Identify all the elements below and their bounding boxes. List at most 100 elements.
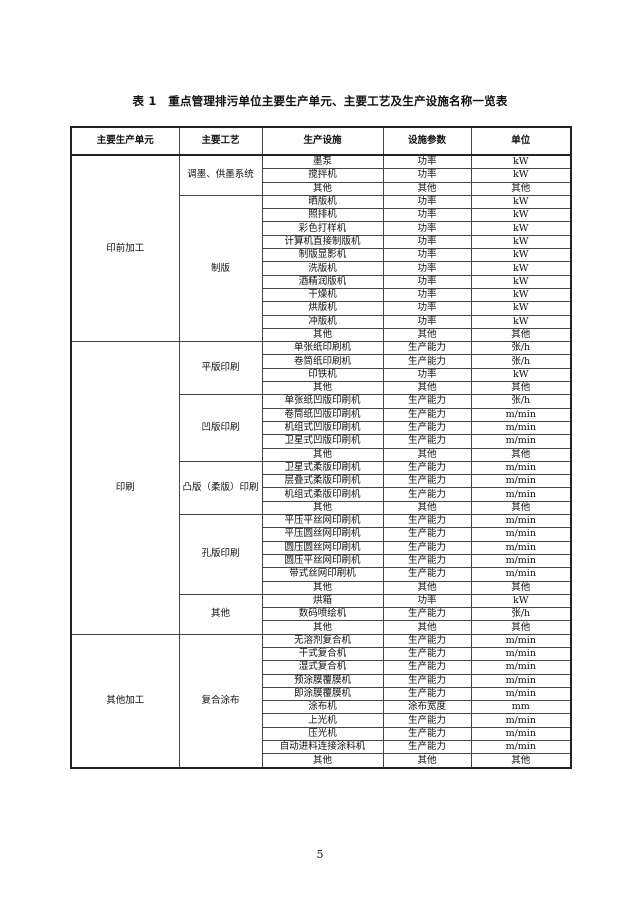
measure-unit-cell: mm (470, 700, 572, 715)
parameter-cell: 其他 (382, 181, 472, 196)
parameter-cell: 功率 (382, 168, 472, 183)
table-row: 其他 其他 其他 (71, 753, 572, 769)
facility-cell: 洗版机 (261, 261, 384, 276)
measure-unit-cell: kW (470, 301, 572, 316)
parameter-cell: 功率 (382, 261, 472, 276)
measure-unit-cell: 张/h (470, 354, 572, 369)
header-facility: 生产设施 (261, 126, 384, 156)
measure-unit-cell: 其他 (470, 620, 572, 635)
measure-unit-cell: kW (470, 194, 572, 210)
process-cell: 调墨、供墨系统 (178, 154, 263, 196)
parameter-cell: 功率 (382, 287, 472, 303)
table-row: 自动进料连接涂料机 生产能力 m/min (71, 740, 572, 755)
header-measure-unit: 单位 (470, 126, 572, 156)
table-row: 凸版（柔版）印刷 卫星式柔版印刷机 生产能力 m/min (71, 460, 572, 516)
facility-cell: 制版显影机 (261, 248, 384, 263)
facility-cell: 烘版机 (261, 301, 384, 316)
parameter-cell: 功率 (382, 234, 472, 250)
measure-unit-cell: m/min (470, 434, 572, 449)
facility-cell: 层叠式柔版印刷机 (261, 474, 384, 489)
parameter-cell: 功率 (382, 154, 472, 170)
header-unit: 主要生产单元 (70, 126, 180, 156)
parameter-cell: 生产能力 (382, 394, 472, 409)
facility-cell: 湿式复合机 (261, 660, 384, 675)
facility-cell: 彩色打样机 (261, 221, 384, 236)
measure-unit-cell: m/min (470, 660, 572, 675)
measure-unit-cell: kW (470, 274, 572, 289)
facility-cell: 酒精润版机 (261, 274, 384, 289)
facility-cell: 涂布机 (261, 700, 384, 715)
process-cell: 制版 (178, 194, 263, 343)
measure-unit-cell: m/min (470, 686, 572, 702)
parameter-cell: 生产能力 (382, 341, 472, 356)
process-cell: 其他 (178, 593, 263, 635)
facility-cell: 无溶剂复合机 (261, 633, 384, 648)
measure-unit-cell: m/min (470, 407, 572, 422)
measure-unit-cell: 张/h (470, 394, 572, 409)
parameter-cell: 功率 (382, 248, 472, 263)
facility-cell: 其他 (261, 381, 384, 396)
parameter-cell: 其他 (382, 447, 472, 462)
table-row: 洗版机 功率 kW (71, 261, 572, 276)
measure-unit-cell: m/min (470, 540, 572, 555)
table-row: 干燥机 功率 kW (71, 287, 572, 303)
measure-unit-cell: kW (470, 221, 572, 236)
facility-cell: 即涂膜覆膜机 (261, 686, 384, 702)
page-number: 5 (316, 848, 324, 861)
facility-cell: 数码喷绘机 (261, 607, 384, 622)
measure-unit-cell: kW (470, 154, 572, 170)
table-row: 数码喷绘机 生产能力 张/h (71, 607, 572, 622)
measure-unit-cell: 张/h (470, 607, 572, 622)
facility-cell: 其他 (261, 753, 384, 769)
measure-unit-cell: m/min (470, 633, 572, 648)
unit-cell: 印刷 (70, 341, 180, 635)
measure-unit-cell: kW (470, 367, 572, 383)
measure-unit-cell: 其他 (470, 327, 572, 343)
parameter-cell: 生产能力 (382, 553, 472, 569)
measure-unit-cell: kW (470, 261, 572, 276)
measure-unit-cell: 张/h (470, 341, 572, 356)
parameter-cell: 功率 (382, 314, 472, 329)
process-cell: 复合涂布 (178, 633, 263, 769)
measure-unit-cell: kW (470, 248, 572, 263)
parameter-cell: 功率 (382, 221, 472, 236)
measure-unit-cell: m/min (470, 487, 572, 502)
table-row: 印前加工 调墨、供墨系统 墨泵 功率 kW (70, 154, 572, 343)
parameter-cell: 功率 (382, 208, 472, 223)
facility-cell: 其他 (261, 447, 384, 462)
measure-unit-cell: m/min (470, 567, 572, 582)
table-row: 即涂膜覆膜机 生产能力 m/min (71, 686, 572, 702)
facility-cell: 冲版机 (261, 314, 384, 329)
parameter-cell: 生产能力 (382, 527, 472, 542)
process-cell: 孔版印刷 (178, 514, 263, 595)
table-header-row: 主要生产单元 主要工艺 生产设施 设施参数 单位 (70, 126, 572, 156)
parameter-cell: 生产能力 (382, 420, 472, 436)
measure-unit-cell: kW (470, 287, 572, 303)
facility-cell: 单张纸凹版印刷机 (261, 394, 384, 409)
parameter-cell: 生产能力 (382, 740, 472, 755)
table-row: 制版显影机 功率 kW (71, 248, 572, 263)
header-parameter: 设施参数 (382, 126, 472, 156)
parameter-cell: 生产能力 (382, 474, 472, 489)
facility-cell: 计算机直接制版机 (261, 234, 384, 250)
parameter-cell: 生产能力 (382, 713, 472, 728)
parameter-cell: 其他 (382, 500, 472, 516)
measure-unit-cell: 其他 (470, 181, 572, 196)
measure-unit-cell: kW (470, 314, 572, 329)
production-units-table: 主要生产单元 主要工艺 生产设施 设施参数 单位 印前加工 调墨、供墨系统 墨泵 功率… (70, 126, 572, 769)
measure-unit-cell: kW (470, 593, 572, 609)
measure-unit-cell: 其他 (470, 580, 572, 595)
parameter-cell: 生产能力 (382, 354, 472, 369)
table-row: 其他 其他 其他 (71, 381, 572, 396)
facility-cell: 搅拌机 (261, 168, 384, 183)
parameter-cell: 功率 (382, 593, 472, 609)
unit-cell: 其他加工 (70, 633, 180, 769)
table-row: 干式复合机 生产能力 m/min (71, 646, 572, 662)
parameter-cell: 其他 (382, 620, 472, 635)
measure-unit-cell: kW (470, 168, 572, 183)
parameter-cell: 生产能力 (382, 660, 472, 675)
table-row: 湿式复合机 生产能力 m/min (71, 660, 572, 675)
parameter-cell: 生产能力 (382, 514, 472, 529)
measure-unit-cell: m/min (470, 527, 572, 542)
parameter-cell: 生产能力 (382, 540, 472, 555)
